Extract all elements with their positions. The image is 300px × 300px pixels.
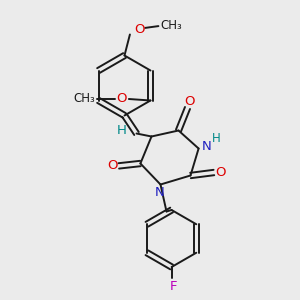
- Text: N: N: [202, 140, 212, 154]
- Text: O: O: [215, 166, 226, 179]
- Text: O: O: [116, 92, 127, 106]
- Text: O: O: [107, 159, 118, 172]
- Text: H: H: [212, 131, 221, 145]
- Text: O: O: [185, 95, 195, 108]
- Text: O: O: [135, 22, 145, 36]
- Text: N: N: [155, 186, 164, 200]
- Text: F: F: [169, 280, 177, 293]
- Text: CH₃: CH₃: [160, 19, 182, 32]
- Text: CH₃: CH₃: [74, 92, 95, 106]
- Text: H: H: [117, 124, 127, 137]
